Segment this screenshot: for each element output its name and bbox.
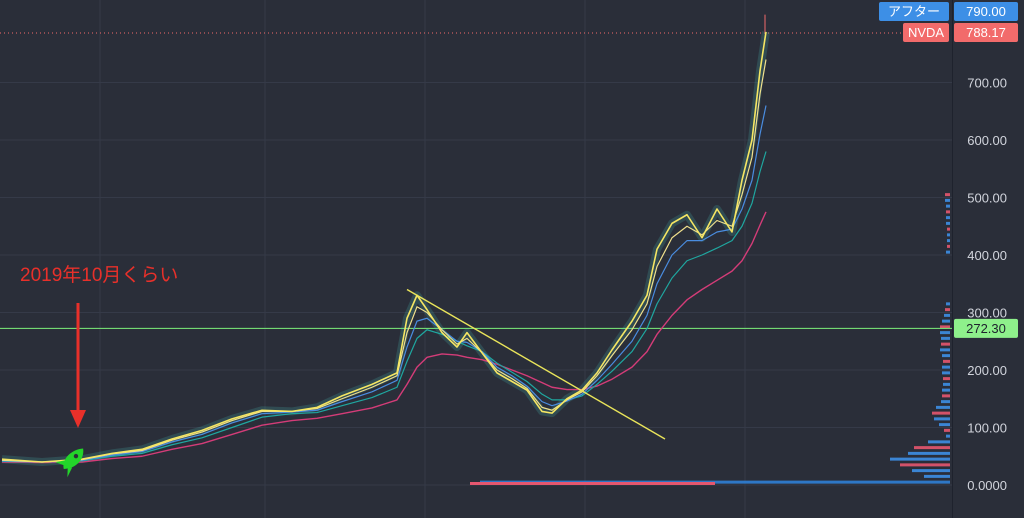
- price-line: [1, 31, 767, 463]
- volume-bar: [940, 348, 950, 352]
- volume-bar: [942, 388, 950, 392]
- last-price-value-bg: [954, 23, 1018, 42]
- y-tick-label: 500.00: [967, 191, 1007, 206]
- ma-line-fast: [1, 59, 767, 463]
- volume-bar: [946, 216, 950, 220]
- volume-bar: [944, 313, 950, 317]
- annotation-text: 2019年10月くらい: [20, 264, 178, 286]
- y-tick-label: 200.00: [967, 363, 1007, 378]
- volume-bar: [946, 250, 950, 254]
- volume-bar: [947, 239, 950, 243]
- after-hours-value-bg: [954, 2, 1018, 21]
- volume-bar: [942, 394, 950, 398]
- ticker-label: NVDA: [908, 25, 944, 40]
- volume-bar: [947, 244, 950, 248]
- volume-bar: [943, 377, 950, 381]
- volume-bar: [946, 302, 950, 306]
- volume-bar: [944, 428, 950, 432]
- volume-bar: [946, 204, 950, 208]
- volume-bar: [947, 233, 950, 237]
- last-price-value: 788.17: [966, 25, 1006, 40]
- volume-bar: [946, 210, 950, 214]
- volume-bar: [924, 474, 950, 478]
- y-tick-label: 700.00: [967, 76, 1007, 91]
- y-tick-label: 100.00: [967, 421, 1007, 436]
- volume-bar: [947, 227, 950, 231]
- volume-bar: [943, 359, 950, 363]
- last-price-badge: NVDA 788.17: [903, 23, 1018, 42]
- price-series: [1, 14, 770, 466]
- volume-bar: [946, 434, 950, 438]
- volume-bar: [908, 451, 950, 455]
- volume-bar: [942, 365, 950, 369]
- volume-bar: [890, 457, 950, 461]
- volume-bar: [912, 469, 950, 473]
- volume-bar: [934, 417, 950, 421]
- y-tick-label: 0.0000: [967, 478, 1007, 493]
- volume-bar: [945, 198, 950, 202]
- volume-bar: [941, 342, 950, 346]
- trendline[interactable]: [406, 288, 666, 440]
- volume-bar: [942, 354, 950, 358]
- volume-bar: [943, 382, 950, 386]
- volume-bar: [936, 405, 950, 409]
- level-badge: 272.30: [954, 318, 1018, 338]
- volume-bar: [900, 463, 950, 467]
- y-tick-label: 400.00: [967, 248, 1007, 263]
- after-hours-label: アフター: [888, 4, 940, 19]
- y-tick-label: 300.00: [967, 306, 1007, 321]
- volume-bar: [939, 423, 950, 427]
- level-value: 272.30: [966, 321, 1006, 336]
- volume-profile: [470, 193, 950, 485]
- volume-bar: [470, 482, 715, 485]
- volume-bar: [940, 331, 950, 335]
- volume-bar: [941, 400, 950, 404]
- after-hours-value: 790.00: [966, 4, 1006, 19]
- volume-bar: [945, 193, 950, 197]
- ma-line-mid2: [1, 151, 767, 463]
- level-value-bg: [954, 318, 1018, 338]
- after-hours-label-bg: [879, 2, 949, 21]
- volume-bar: [914, 446, 950, 450]
- volume-bar: [945, 308, 950, 312]
- volume-bar: [941, 336, 950, 340]
- volume-bar: [946, 221, 950, 225]
- y-tick-label: 600.00: [967, 133, 1007, 148]
- ticker-label-bg: [903, 23, 949, 42]
- volume-bar: [928, 440, 950, 444]
- volume-bar: [942, 319, 950, 323]
- volume-bar: [940, 325, 950, 329]
- volume-bar: [942, 371, 950, 375]
- after-hours-badge: アフター 790.00: [879, 2, 1018, 21]
- volume-bar: [932, 411, 950, 415]
- ma-line-mid1: [1, 105, 767, 463]
- y-axis[interactable]: 700.00 600.00 500.00 400.00 300.00 200.00 100.…: [967, 76, 1007, 494]
- annotation-arrow: [70, 303, 86, 428]
